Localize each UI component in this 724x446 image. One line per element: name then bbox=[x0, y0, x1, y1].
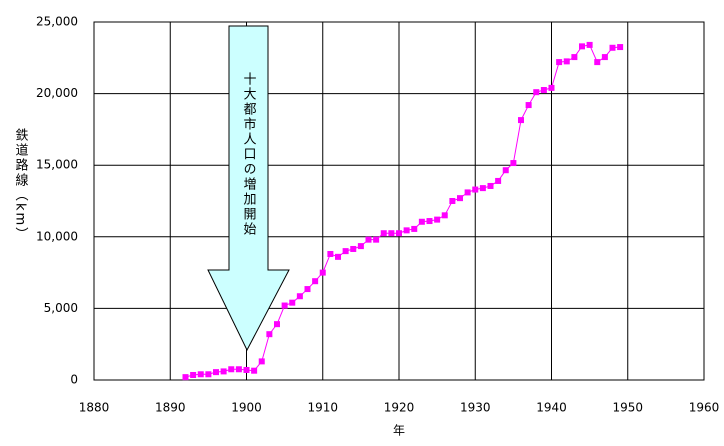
point bbox=[403, 227, 410, 234]
point bbox=[258, 358, 265, 365]
x-tick-label: 1950 bbox=[612, 401, 643, 415]
point bbox=[281, 302, 288, 309]
y-tick-label: 15,000 bbox=[36, 158, 78, 172]
point bbox=[594, 59, 601, 66]
point bbox=[487, 182, 494, 189]
point bbox=[373, 236, 380, 243]
point bbox=[411, 225, 418, 232]
point bbox=[235, 366, 242, 373]
y-tick-label: 5,000 bbox=[44, 301, 78, 315]
x-tick-label: 1900 bbox=[231, 401, 262, 415]
x-tick-label: 1880 bbox=[79, 401, 110, 415]
point bbox=[266, 331, 273, 338]
point bbox=[510, 160, 517, 167]
point bbox=[518, 117, 524, 124]
point bbox=[319, 269, 326, 276]
point bbox=[304, 286, 311, 293]
point bbox=[472, 186, 479, 193]
point bbox=[312, 278, 319, 285]
point bbox=[434, 216, 441, 223]
point bbox=[418, 218, 425, 225]
y-tick-label: 0 bbox=[70, 373, 78, 387]
x-tick-label: 1960 bbox=[689, 401, 720, 415]
point bbox=[571, 54, 578, 61]
point bbox=[540, 87, 547, 94]
annotation: 十大都市人口の増加開始 bbox=[241, 72, 257, 237]
x-tick-label: 1910 bbox=[307, 401, 338, 415]
point bbox=[479, 185, 486, 192]
point bbox=[296, 293, 303, 300]
point bbox=[548, 84, 555, 91]
point bbox=[617, 44, 624, 51]
y-axis-label: 鉄道路線（km） bbox=[13, 128, 29, 242]
point bbox=[388, 230, 395, 237]
point bbox=[213, 369, 219, 376]
point bbox=[457, 195, 463, 202]
point bbox=[464, 189, 471, 196]
y-tick-label: 20,000 bbox=[36, 86, 78, 100]
point bbox=[533, 89, 540, 96]
point bbox=[609, 44, 616, 51]
point bbox=[441, 212, 448, 219]
point bbox=[205, 371, 212, 378]
point bbox=[365, 236, 372, 243]
series-line bbox=[185, 44, 621, 378]
plot-border bbox=[93, 21, 705, 381]
point bbox=[182, 374, 189, 381]
x-axis-label: 年 bbox=[393, 424, 405, 438]
y-tick-label: 10,000 bbox=[36, 229, 78, 243]
x-tick-label: 1930 bbox=[460, 401, 491, 415]
point bbox=[220, 368, 227, 375]
point bbox=[243, 366, 250, 373]
point bbox=[579, 43, 585, 50]
point bbox=[197, 371, 204, 378]
x-tick-label: 1940 bbox=[536, 401, 567, 415]
point bbox=[327, 250, 334, 257]
annotation-arrow bbox=[207, 25, 290, 352]
point bbox=[586, 41, 593, 48]
point bbox=[350, 245, 357, 252]
point bbox=[228, 366, 235, 373]
point bbox=[274, 321, 280, 328]
point bbox=[380, 230, 387, 237]
point bbox=[335, 253, 341, 260]
point bbox=[357, 243, 364, 250]
point bbox=[495, 177, 502, 184]
point bbox=[342, 248, 349, 255]
point bbox=[563, 58, 570, 65]
point bbox=[190, 371, 197, 378]
point bbox=[502, 167, 509, 174]
point bbox=[449, 198, 456, 204]
point bbox=[289, 299, 296, 306]
x-tick-label: 1920 bbox=[384, 401, 415, 415]
point bbox=[251, 367, 258, 374]
x-tick-label: 1890 bbox=[155, 401, 186, 415]
point bbox=[525, 102, 532, 109]
point bbox=[396, 230, 402, 237]
y-tick-label: 25,000 bbox=[36, 15, 78, 29]
point bbox=[601, 54, 608, 61]
point bbox=[426, 218, 433, 225]
point bbox=[556, 59, 563, 66]
